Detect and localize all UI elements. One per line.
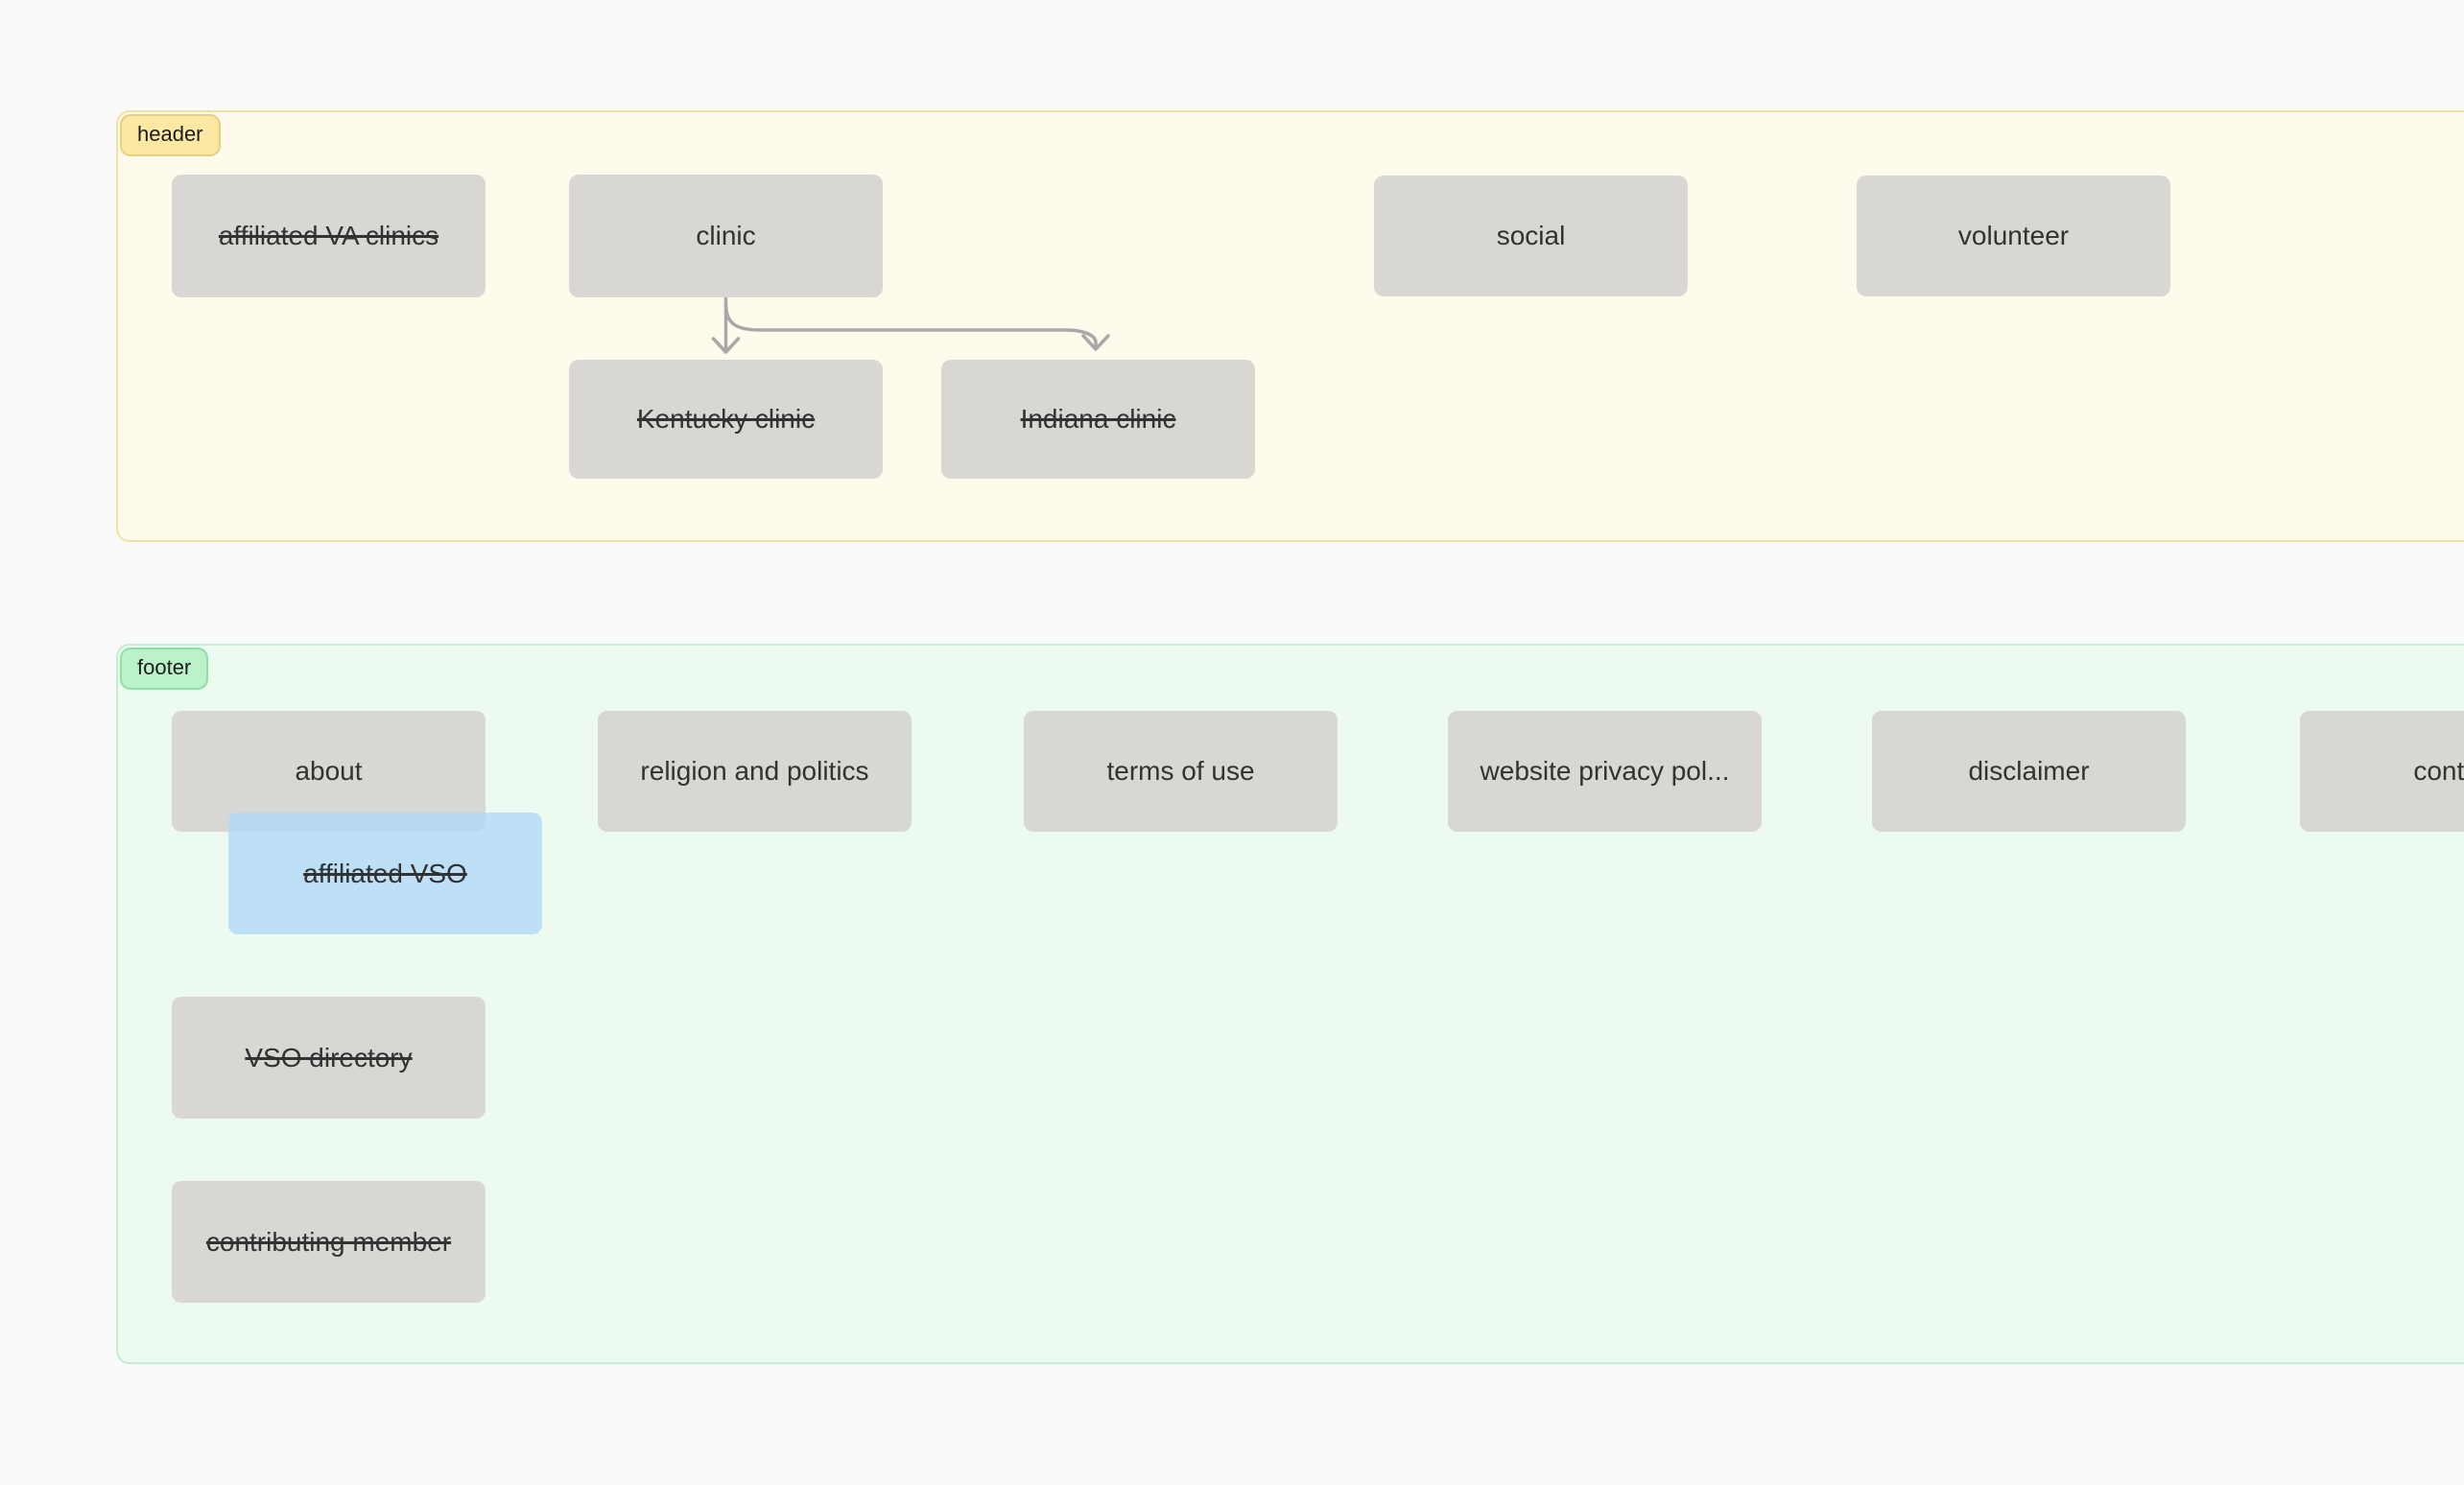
- node-terms-of-use[interactable]: terms of use: [1024, 711, 1338, 832]
- header-section: header affiliated VA clinics clinic soci…: [116, 110, 2464, 542]
- node-vso-directory[interactable]: VSO directory: [172, 997, 486, 1119]
- footer-section-tag[interactable]: footer: [120, 648, 209, 690]
- node-indiana-clinic[interactable]: Indiana clinic: [941, 360, 1255, 479]
- node-clinic[interactable]: clinic: [569, 175, 883, 297]
- node-contributing-member[interactable]: contributing member: [172, 1181, 486, 1303]
- node-kentucky-clinic[interactable]: Kentucky clinic: [569, 360, 883, 479]
- connector-arrowhead-down-icon: [711, 337, 741, 354]
- node-disclaimer[interactable]: disclaimer: [1872, 711, 2186, 832]
- connector-arrowhead-right-branch-icon: [1081, 334, 1110, 351]
- header-section-tag[interactable]: header: [120, 114, 221, 156]
- connector-line-branch: [723, 302, 1098, 347]
- node-contact[interactable]: contact: [2300, 711, 2464, 832]
- footer-section: footer about religion and politics terms…: [116, 644, 2464, 1364]
- node-social[interactable]: social: [1374, 176, 1688, 296]
- node-about[interactable]: about: [172, 711, 486, 832]
- node-religion-and-politics[interactable]: religion and politics: [598, 711, 912, 832]
- node-affiliated-va-clinics[interactable]: affiliated VA clinics: [172, 175, 486, 297]
- node-volunteer[interactable]: volunteer: [1857, 176, 2170, 296]
- node-affiliated-vso[interactable]: affiliated VSO: [228, 813, 542, 934]
- node-website-privacy-policy[interactable]: website privacy pol...: [1448, 711, 1762, 832]
